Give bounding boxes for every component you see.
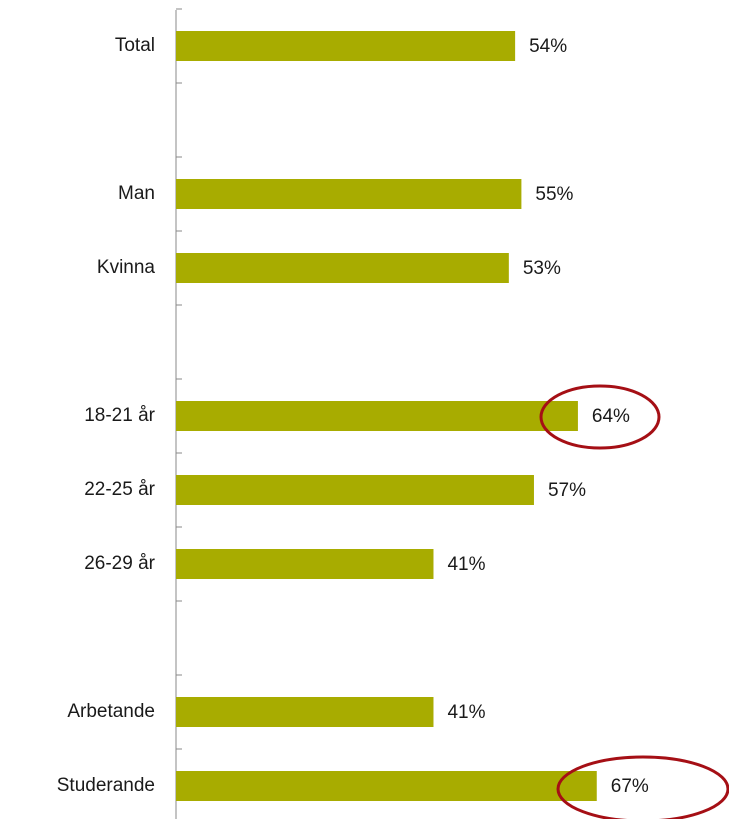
- value-label: 53%: [523, 258, 561, 279]
- y-tick-label: 18-21 år: [84, 405, 155, 426]
- bar: [176, 549, 434, 579]
- y-tick-label: Total: [115, 35, 155, 56]
- bar: [176, 771, 597, 801]
- value-label: 67%: [611, 776, 649, 797]
- value-label: 57%: [548, 480, 586, 501]
- highlight-ellipse: [539, 384, 661, 450]
- bar: [176, 31, 516, 61]
- bar: [176, 179, 522, 209]
- value-label: 41%: [447, 702, 485, 723]
- value-label: 64%: [592, 406, 630, 427]
- bar: [176, 475, 534, 505]
- value-label: 55%: [535, 184, 573, 205]
- bar: [176, 697, 434, 727]
- y-tick-label: 26-29 år: [84, 553, 155, 574]
- y-tick-label: Man: [118, 183, 155, 204]
- highlight-ellipse: [556, 755, 729, 819]
- bar: [176, 401, 578, 431]
- y-tick-label: Arbetande: [67, 701, 155, 722]
- y-tick-label: Kvinna: [97, 257, 156, 278]
- plot: Total 54% Man 55% Kvinna 53% 18-21 år 64% 22-25 …: [57, 31, 649, 801]
- value-label: 54%: [529, 36, 567, 57]
- y-tick-label: 22-25 år: [84, 479, 155, 500]
- bar: [176, 253, 509, 283]
- value-label: 41%: [447, 554, 485, 575]
- y-tick-label: Studerande: [57, 775, 155, 796]
